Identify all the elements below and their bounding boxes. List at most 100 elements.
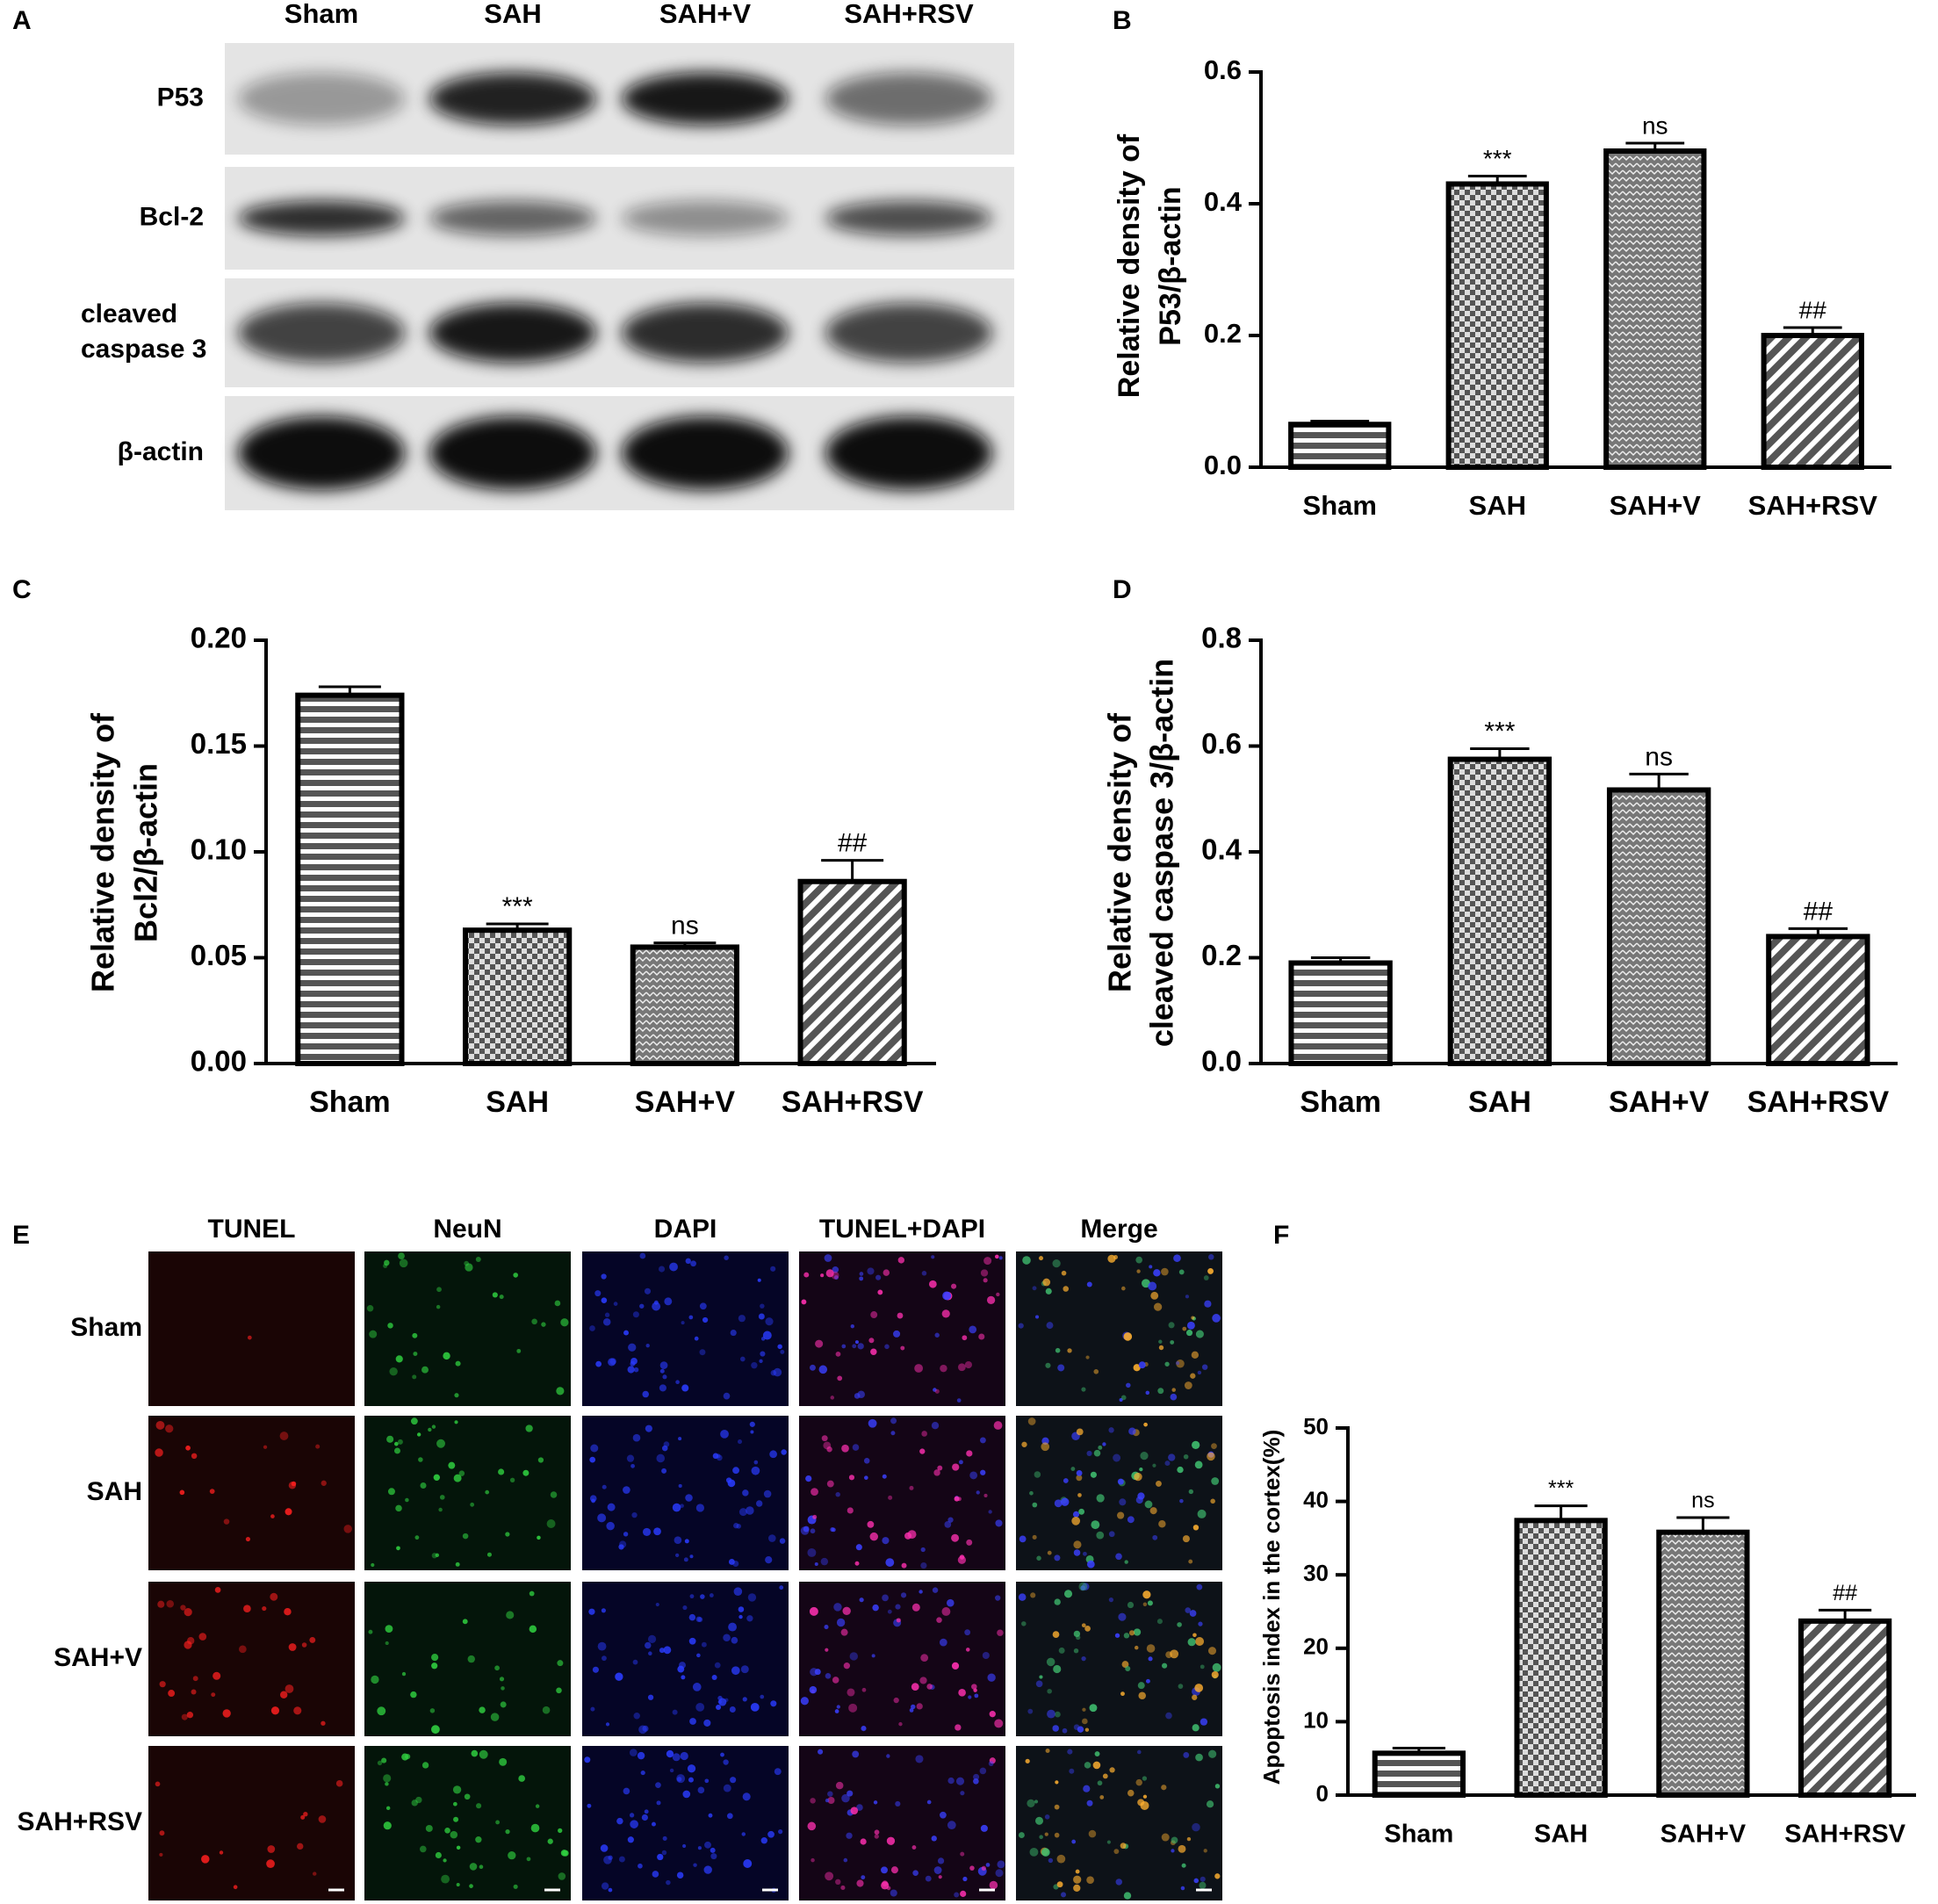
cell [840, 1885, 846, 1891]
cell [506, 1611, 515, 1619]
cell [826, 1446, 832, 1453]
cell [964, 1360, 972, 1369]
cell [934, 1388, 940, 1394]
cell [767, 1534, 776, 1542]
cell [1133, 1628, 1142, 1636]
cell [222, 1709, 231, 1718]
cell [681, 1675, 686, 1680]
cell [896, 1618, 901, 1623]
cell [890, 1866, 898, 1874]
cell [371, 1675, 379, 1684]
cell [589, 1456, 596, 1463]
cell [263, 1445, 268, 1449]
cell [608, 1887, 613, 1893]
cell [723, 1784, 731, 1792]
cell [800, 1697, 809, 1706]
cell [962, 1876, 968, 1882]
cell [809, 1685, 818, 1694]
cell [597, 1513, 607, 1523]
cell [381, 1757, 387, 1763]
cell [591, 1498, 595, 1504]
cell [335, 1779, 343, 1787]
cell [832, 1677, 839, 1684]
cell [911, 1845, 917, 1850]
cell [1055, 1347, 1061, 1353]
cell [803, 1272, 810, 1278]
cell [1206, 1800, 1214, 1808]
cell [644, 1287, 652, 1295]
cell [1194, 1684, 1204, 1692]
cell [1108, 1531, 1115, 1538]
cell [615, 1672, 623, 1681]
cell [730, 1329, 737, 1337]
micrograph [1016, 1416, 1222, 1570]
cell [1147, 1600, 1153, 1606]
cell [1128, 1630, 1135, 1636]
cell [201, 1855, 210, 1864]
cell [911, 1704, 916, 1710]
cell [900, 1345, 905, 1351]
significance-label: ## [1804, 897, 1834, 926]
cell [968, 1695, 972, 1699]
x-tick-label: SAH+RSV [1748, 490, 1878, 521]
cell [632, 1311, 639, 1318]
y-tick-label: 0.4 [1201, 833, 1243, 866]
cell [674, 1553, 680, 1558]
cell [931, 1422, 940, 1430]
cell [890, 1417, 897, 1424]
cell [1152, 1463, 1156, 1468]
cell [836, 1705, 840, 1709]
cell [384, 1259, 390, 1266]
cell [321, 1720, 326, 1726]
cell [558, 1828, 563, 1834]
y-axis-label: Bcl2/β-actin [128, 763, 164, 942]
cell [779, 1538, 786, 1544]
cell [584, 1756, 591, 1763]
micrograph [582, 1251, 789, 1406]
cell [431, 1424, 436, 1429]
cell [718, 1698, 727, 1706]
cell [1090, 1471, 1097, 1478]
cell [343, 1525, 352, 1533]
cell [1084, 1762, 1091, 1769]
cell [1188, 1559, 1193, 1564]
cell [881, 1866, 888, 1874]
cell [1214, 1784, 1221, 1789]
cell [1098, 1445, 1103, 1450]
cell [692, 1683, 702, 1691]
row-label: cleaved [81, 299, 177, 328]
cell [919, 1677, 927, 1684]
cell [456, 1845, 461, 1850]
cell [429, 1708, 436, 1713]
cell [1034, 1816, 1044, 1825]
cell [525, 1424, 533, 1432]
cell [863, 1458, 870, 1464]
cell [703, 1719, 711, 1727]
cell [1127, 1789, 1135, 1797]
cell [664, 1297, 673, 1306]
cell [659, 1361, 668, 1369]
cell [267, 1845, 276, 1853]
cell [655, 1602, 659, 1607]
micrograph [148, 1746, 355, 1900]
cell [1195, 1636, 1205, 1646]
cell [911, 1683, 919, 1691]
cell [1054, 1554, 1061, 1561]
cell [1045, 1287, 1052, 1295]
cell [1094, 1751, 1100, 1756]
cell [455, 1561, 460, 1567]
cell [854, 1561, 860, 1566]
cell [1027, 1417, 1036, 1425]
bar [295, 692, 405, 1066]
cell [890, 1431, 896, 1436]
cell [479, 1864, 484, 1870]
cell [695, 1504, 705, 1512]
cell [731, 1666, 740, 1676]
cell [1185, 1295, 1189, 1299]
cell [659, 1368, 665, 1374]
cell [979, 1437, 986, 1444]
y-axis-label: Relative density of [85, 712, 121, 992]
cell [1027, 1799, 1035, 1807]
cell [704, 1841, 711, 1849]
cell [895, 1800, 901, 1807]
